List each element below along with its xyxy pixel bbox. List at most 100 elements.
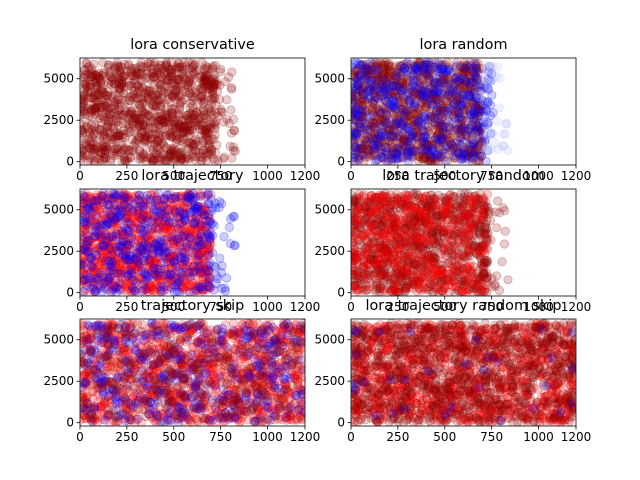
scatter-point (133, 195, 143, 205)
scatter-point (202, 125, 212, 136)
scatter-point (410, 120, 420, 130)
scatter-point (160, 82, 170, 92)
scatter-point (432, 105, 442, 115)
scatter-point (148, 72, 158, 83)
scatter-point (102, 122, 112, 132)
scatter-point (196, 152, 206, 162)
scatter-point (126, 152, 136, 162)
scatter-point (157, 122, 168, 132)
scatter-point (136, 106, 146, 116)
scatter-point (363, 148, 374, 158)
scatter-point (379, 81, 389, 92)
scatter-point (398, 120, 408, 131)
scatter-point (400, 104, 410, 115)
scatter-point (155, 130, 165, 140)
scatter-point (383, 90, 393, 100)
scatter-point (136, 128, 146, 138)
scatter-point (370, 92, 380, 102)
scatter-point (177, 268, 187, 279)
scatter-point (157, 63, 167, 74)
scatter-point (421, 144, 431, 154)
y-tick-label: 2500 (43, 244, 74, 258)
scatter-point (211, 79, 221, 89)
scatter-point (194, 262, 204, 272)
scatter-point (370, 75, 381, 85)
scatter-point (120, 143, 130, 153)
scatter-point (99, 142, 109, 152)
scatter-point (416, 143, 426, 154)
scatter-point (155, 79, 165, 89)
scatter-point (90, 90, 101, 101)
scatter-point (128, 114, 138, 124)
scatter-point (207, 83, 218, 94)
scatter-point (157, 74, 167, 85)
scatter-point (105, 109, 115, 119)
scatter-point (149, 67, 159, 78)
scatter-point (188, 66, 198, 77)
scatter-point (131, 113, 141, 123)
scatter-point (396, 109, 406, 119)
scatter-point (106, 154, 116, 164)
scatter-point (82, 141, 92, 151)
scatter-point (200, 73, 210, 83)
scatter-point (123, 112, 133, 122)
scatter-point (187, 121, 197, 131)
scatter-point (170, 72, 180, 82)
scatter-point (385, 125, 395, 135)
scatter-point (188, 70, 198, 80)
scatter-point (129, 286, 139, 296)
scatter-point (474, 131, 484, 141)
scatter-point (408, 120, 418, 130)
scatter-point (193, 120, 203, 130)
scatter-point (124, 114, 134, 125)
scatter-point (194, 65, 204, 75)
scatter-point (172, 74, 182, 84)
scatter-point (373, 93, 383, 104)
scatter-point (397, 78, 407, 88)
scatter-point (134, 86, 144, 97)
scatter-point (210, 198, 220, 208)
scatter-point (467, 98, 477, 108)
scatter-point (198, 75, 208, 86)
scatter-point (198, 148, 208, 159)
scatter-point (423, 140, 433, 150)
scatter-point (116, 140, 126, 150)
scatter-point (190, 155, 200, 165)
scatter-point (140, 134, 150, 144)
scatter-point (371, 115, 381, 125)
scatter-point (86, 93, 96, 103)
scatter-point (458, 123, 469, 133)
scatter-point (416, 98, 426, 108)
scatter-point (369, 96, 380, 106)
scatter-point (370, 99, 380, 110)
scatter-point (141, 99, 151, 109)
scatter-point (177, 150, 188, 160)
scatter-point (456, 129, 466, 139)
scatter-point (175, 104, 185, 115)
scatter-point (391, 128, 401, 138)
scatter-point (412, 110, 422, 120)
scatter-point (431, 95, 441, 105)
scatter-point (401, 130, 411, 140)
scatter-point (86, 71, 96, 81)
scatter-point (378, 68, 388, 78)
series-1 (351, 58, 487, 165)
scatter-point (199, 64, 209, 74)
scatter-point (153, 156, 163, 165)
scatter-point (80, 70, 88, 80)
scatter-point (178, 115, 188, 125)
scatter-point (395, 68, 405, 78)
scatter-point (471, 133, 482, 143)
scatter-point (166, 72, 176, 82)
scatter-point (138, 83, 148, 93)
scatter-point (409, 70, 419, 81)
scatter-point (113, 120, 123, 130)
scatter-point (95, 113, 105, 124)
scatter-point (384, 136, 394, 146)
scatter-point (407, 93, 417, 103)
scatter-point (200, 61, 211, 71)
scatter-point (460, 68, 470, 78)
scatter-point (93, 107, 103, 118)
scatter-point (198, 114, 208, 124)
scatter-point (470, 84, 480, 94)
